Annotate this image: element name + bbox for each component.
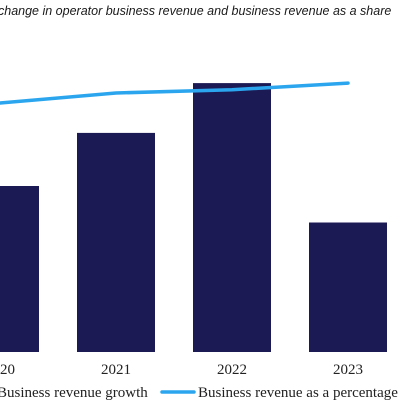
bar-2023	[309, 222, 387, 352]
bar-2022	[193, 83, 271, 352]
bar-2020	[0, 186, 39, 352]
legend: Business revenue growth Business revenue…	[0, 385, 398, 400]
bar-2021	[77, 132, 155, 352]
legend-label-business-revenue-growth: Business revenue growth	[0, 385, 148, 400]
line-series	[0, 81, 350, 105]
chart-title: change in operator business revenue and …	[0, 4, 391, 18]
bar-series	[0, 83, 387, 352]
x-tick-label-2021: 2021	[101, 362, 131, 378]
legend-label-business-revenue-percentage: Business revenue as a percentage	[198, 385, 398, 400]
x-tick-label-2022: 2022	[217, 362, 247, 378]
x-tick-label-2023: 2023	[333, 362, 363, 378]
line-business-revenue-percentage	[0, 81, 350, 105]
